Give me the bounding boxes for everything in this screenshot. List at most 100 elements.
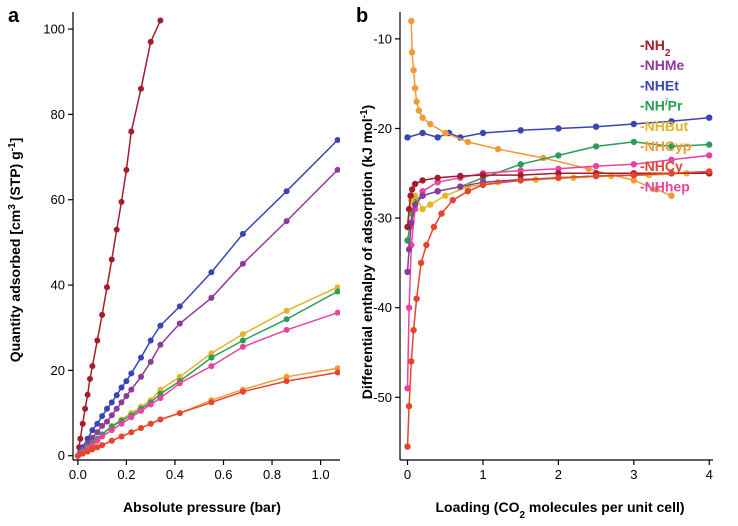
panel-b-point-nhhep (668, 156, 675, 163)
panel-a-y-tick-label: 100 (43, 22, 65, 37)
panel-a-point-nh2 (118, 198, 125, 205)
panel-a-point-nhhep (94, 437, 101, 444)
panel-b-y-axis-label: Differential enthalpy of adsorption (kJ … (359, 105, 376, 399)
panel-a-point-nhet (118, 384, 125, 391)
panel-a-series-nhet (74, 137, 340, 459)
panel-b-point-nh2 (404, 223, 411, 231)
panel-a-point-nhcy (283, 378, 290, 385)
panel-a-point-nhcy (94, 444, 101, 451)
panel-a-point-nhcy (157, 416, 164, 423)
panel-a-point-nhet (147, 337, 154, 344)
panel-a-series-nhcy (74, 369, 340, 459)
panel-b-point-nhcyp (464, 138, 472, 146)
panel-a-point-nhhep (108, 427, 115, 434)
panel-b-point-nhet (434, 134, 441, 141)
panel-a-line-nhcyp (77, 367, 338, 457)
panel-a-point-nhipr (157, 390, 164, 397)
panel-b-point-nhcy (517, 177, 524, 184)
panel-b-x-tick-label: 2 (555, 467, 562, 482)
panel-a-point-nhcy (208, 399, 215, 406)
panel-a-point-nh2 (99, 311, 106, 318)
panel-a-point-nhhep (128, 414, 135, 421)
panel-b-point-nhcyp (427, 120, 434, 128)
panel-b-point-nhcyp (668, 192, 675, 199)
panel-a-point-nhcy (79, 450, 86, 457)
panel-b-x-tick-label: 4 (706, 467, 713, 482)
panel-b-point-nhbut (427, 201, 434, 208)
panel-a-y-tick-label: 40 (51, 278, 65, 293)
panel-b-point-nhipr (706, 141, 713, 148)
legend-item-nh2: -NH2 (640, 37, 671, 59)
panel-b-point-nhet (419, 129, 426, 137)
panel-b-point-nhme (408, 219, 415, 226)
panel-a-point-nhcy (138, 425, 144, 431)
panel-a-adsorption-isotherms: a 0.0 0.2 0.4 0.6 0.8 1.0 0 20 40 60 80 100 Absolut… (7, 5, 340, 515)
panel-a-line-nhcy (77, 371, 338, 457)
panel-a-series-nhipr (74, 288, 340, 459)
panel-a-point-nhhep (89, 442, 96, 449)
panel-a-letter: a (8, 5, 20, 27)
legend-item-nhhep: -NHhep (640, 178, 690, 194)
panel-b-point-nhcy (555, 174, 562, 181)
panel-a-point-nhhep (176, 380, 183, 387)
panel-b-y-tick-label: -20 (373, 121, 392, 136)
panel-b-point-nhbut (411, 192, 419, 199)
panel-a-series-nhhep (74, 309, 340, 459)
panel-a-point-nhet (99, 413, 106, 420)
panel-b-point-nhcy (417, 259, 425, 267)
panel-b-point-nhhep (555, 165, 562, 172)
panel-a-point-nhme (104, 418, 110, 425)
panel-b-point-nhet (555, 125, 562, 132)
panel-a-line-nhipr (77, 290, 338, 457)
panel-a-point-nhcy (118, 433, 125, 440)
panel-a-point-nhme (94, 429, 101, 436)
panel-b-point-nhcyp (415, 107, 423, 114)
panel-b-point-nhcyp (653, 186, 660, 193)
panel-a-point-nhet (113, 392, 120, 399)
panel-a-point-nhhep (157, 395, 164, 402)
panel-b-point-nh2 (555, 170, 562, 177)
panel-a-point-nhcy (128, 429, 135, 436)
panel-a-point-nh2 (138, 85, 144, 92)
panel-a-point-nhbut (157, 386, 164, 393)
panel-a-point-nhme (176, 320, 183, 327)
panel-a-point-nhme (283, 218, 290, 225)
panel-a-series-nhme (74, 166, 340, 459)
panel-a-x-tick-label: 0.2 (117, 467, 135, 482)
panel-a-point-nhme (128, 386, 135, 393)
panel-a-point-nhipr (239, 337, 246, 344)
panel-a-point-nh2 (123, 166, 130, 173)
panel-a-point-nhet (176, 303, 183, 310)
panel-a-point-nhme (147, 358, 154, 365)
panel-a-x-tick-label: 1.0 (312, 467, 330, 482)
panel-b-point-nh2 (405, 205, 413, 213)
panel-b-point-nhipr (592, 143, 600, 150)
legend-item-nhcyp: -NHCyp (640, 138, 691, 154)
panel-b-point-nhme (411, 201, 419, 208)
panel-a-point-nhcy (74, 452, 81, 459)
panel-a-y-tick-label: 20 (51, 363, 65, 378)
legend-item-nhipr: -NHiPr (640, 97, 683, 114)
panel-a-series-nhbut (74, 284, 340, 459)
panel-b-point-nhme (404, 268, 411, 275)
panel-a-point-nh2 (94, 337, 101, 344)
panel-b-point-nhme (434, 188, 441, 195)
panel-a-point-nh2 (82, 405, 89, 412)
panel-a-point-nhme (123, 393, 130, 399)
panel-a-point-nhme (157, 341, 164, 348)
panel-b-point-nhcy (706, 168, 713, 175)
panel-b-y-tick-label: -10 (373, 31, 392, 46)
panel-a-point-nhme (99, 422, 106, 429)
panel-b-axes: 0 1 2 3 4 -50 -40 -30 -20 -10 (373, 12, 713, 482)
legend-item-nhme: -NHMe (640, 57, 685, 73)
panel-a-point-nh2 (87, 375, 93, 382)
panel-b-point-nhhep (592, 162, 600, 170)
panel-a-x-tick-label: 0.0 (69, 467, 87, 482)
panel-a-point-nhhep (138, 407, 144, 414)
panel-a-point-nhcy (239, 388, 246, 395)
panel-a-point-nh2 (104, 284, 110, 291)
panel-a-point-nh2 (84, 391, 91, 398)
panel-b-y-tick-label: -40 (373, 300, 392, 315)
panel-b-y-tick-label: -30 (373, 211, 392, 226)
